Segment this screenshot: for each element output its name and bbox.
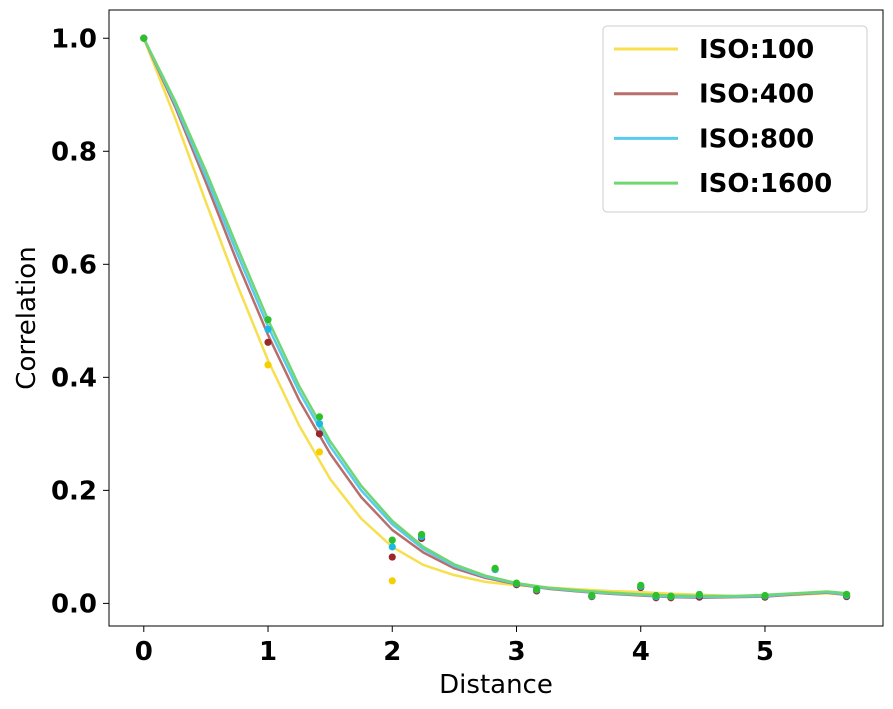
y-tick-label-2: 0.4 xyxy=(51,363,97,393)
x-tick-label-1: 1 xyxy=(259,637,277,667)
legend-label-0: ISO:100 xyxy=(699,35,814,65)
data-point-iso-1600-3 xyxy=(388,536,396,544)
data-point-iso-1600-12 xyxy=(695,590,703,598)
data-point-iso-1600-7 xyxy=(533,585,541,593)
x-tick-label-0: 0 xyxy=(135,637,153,667)
data-point-iso-800-3 xyxy=(388,543,396,551)
legend-label-1: ISO:400 xyxy=(699,80,814,110)
data-point-iso-1600-6 xyxy=(512,579,521,587)
data-point-iso-1600-11 xyxy=(667,592,675,600)
data-point-iso-1600-13 xyxy=(761,591,769,600)
data-point-iso-1600-0 xyxy=(140,34,148,42)
fit-curve-iso-1600 xyxy=(142,37,848,598)
x-tick-label-4: 4 xyxy=(632,637,650,667)
y-tick-label-5: 1.0 xyxy=(51,24,97,54)
data-point-iso-400-1 xyxy=(264,338,272,346)
data-point-iso-1600-1 xyxy=(264,316,272,324)
data-points xyxy=(140,34,851,602)
x-tick-label-3: 3 xyxy=(507,637,525,667)
data-point-iso-100-2 xyxy=(315,448,324,456)
y-tick-label-4: 0.8 xyxy=(51,137,97,167)
data-point-iso-1600-5 xyxy=(491,564,499,572)
data-point-iso-1600-8 xyxy=(588,591,596,600)
data-point-iso-1600-2 xyxy=(315,413,324,421)
data-point-iso-1600-10 xyxy=(652,591,660,600)
data-point-iso-800-1 xyxy=(264,325,272,333)
legend-box xyxy=(602,25,868,213)
y-tick-label-3: 0.6 xyxy=(51,250,97,280)
data-point-iso-400-3 xyxy=(388,553,396,561)
data-point-iso-100-3 xyxy=(388,577,396,585)
plot-frame xyxy=(108,9,884,627)
x-tick-label-2: 2 xyxy=(383,637,401,667)
legend-label-2: ISO:800 xyxy=(699,124,814,154)
y-axis-label: Correlation xyxy=(12,246,42,389)
fit-curves xyxy=(142,37,848,599)
x-axis-ticks: 0 1 2 3 4 5 xyxy=(135,626,774,667)
data-point-iso-1600-14 xyxy=(843,590,851,598)
legend-label-3: ISO:1600 xyxy=(699,169,832,199)
legend: ISO:100 ISO:400 ISO:800 ISO:1600 xyxy=(602,25,868,213)
data-point-iso-1600-4 xyxy=(417,530,426,539)
data-point-iso-800-2 xyxy=(315,420,324,428)
data-point-iso-100-1 xyxy=(264,361,272,369)
x-axis-label: Distance xyxy=(439,670,553,700)
data-point-iso-1600-9 xyxy=(637,581,645,589)
y-tick-label-1: 0.2 xyxy=(51,476,97,506)
y-tick-label-0: 0.0 xyxy=(51,589,97,619)
data-point-iso-400-2 xyxy=(315,430,324,438)
y-axis-ticks: 0.0 0.2 0.4 0.6 0.8 1.0 xyxy=(51,24,109,619)
x-tick-label-5: 5 xyxy=(756,637,774,667)
